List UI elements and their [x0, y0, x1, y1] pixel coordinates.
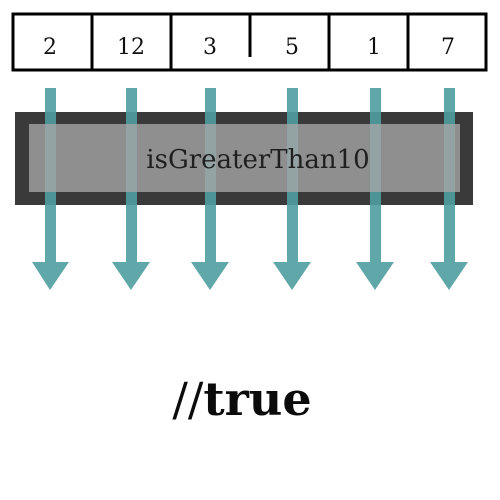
array-cell-value: 5	[285, 35, 299, 60]
array-cell-value: 1	[367, 35, 381, 60]
comment-prefix: //	[172, 372, 203, 426]
array-row: 2 12 3 5 1 7	[11, 12, 488, 72]
array-cell-value: 12	[117, 35, 145, 60]
function-box-inner	[29, 124, 460, 192]
array-cell-value: 7	[441, 35, 455, 60]
result-value: true	[203, 372, 311, 426]
array-cell-value: 3	[203, 35, 217, 60]
array-cell-value: 2	[43, 35, 57, 60]
result-text: //true	[172, 372, 311, 426]
function-label: isGreaterThan10	[146, 145, 369, 175]
